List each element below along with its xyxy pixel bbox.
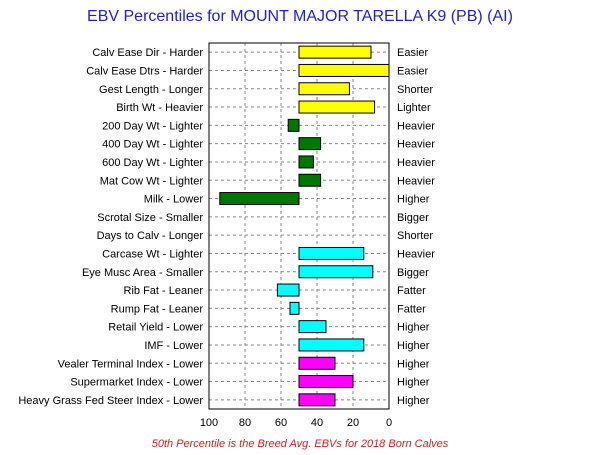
category-label: Supermarket Index - Lower [70,377,203,389]
category-label: Mat Cow Wt - Lighter [100,175,204,187]
category-label: Rump Fat - Leaner [111,303,204,315]
percentile-bar [298,356,336,370]
percentile-bar [298,320,327,334]
direction-label: Lighter [397,102,431,114]
category-label: Milk - Lower [144,194,204,206]
percentile-bar [276,283,300,297]
percentile-bar [287,118,300,132]
category-label: IMF - Lower [144,340,203,352]
category-label: Scrotal Size - Smaller [97,212,203,224]
category-label: Calv Ease Dir - Harder [92,47,203,59]
category-label: Rib Fat - Leaner [124,285,204,297]
category-label: Calv Ease Dtrs - Harder [86,65,203,77]
direction-label: Bigger [397,267,429,279]
direction-label: Easier [397,47,429,59]
x-tick-label: 60 [275,417,287,429]
direction-label: Heavier [397,175,435,187]
percentile-bar [219,192,300,206]
category-label: Days to Calv - Longer [97,230,204,242]
x-tick-label: 20 [347,417,359,429]
percentile-bar [289,301,300,315]
category-label: 200 Day Wt - Lighter [102,120,203,132]
direction-label: Higher [397,377,430,389]
percentile-bar [298,265,374,279]
direction-label: Higher [397,358,430,370]
category-label: Heavy Grass Fed Steer Index - Lower [18,395,203,407]
x-tick-label: 100 [200,417,218,429]
category-label: Birth Wt - Heavier [116,102,203,114]
bars [219,45,390,407]
percentile-bar [298,155,314,169]
x-tick-label: 40 [311,417,323,429]
direction-label: Heavier [397,120,435,132]
direction-labels: Easier Easier Shorter Lighter Heavier Heavier… [397,47,435,407]
direction-label: Heavier [397,139,435,151]
percentile-bar [298,173,322,187]
category-labels: Calv Ease Dir - Harder Calv Ease Dtrs - H… [18,47,203,407]
x-tick-label: 80 [239,417,251,429]
direction-label: Shorter [397,230,433,242]
plot-frame [208,42,390,410]
percentile-bar [298,338,365,352]
percentile-bar [298,137,322,151]
x-axis-ticks: 100 80 60 40 20 0 [200,417,392,429]
direction-label: Heavier [397,157,435,169]
percentile-bar [298,375,354,389]
percentile-bar [298,393,336,407]
category-label: 600 Day Wt - Lighter [102,157,203,169]
category-label: Carcase Wt - Lighter [102,248,203,260]
category-label: Eye Musc Area - Smaller [82,267,203,279]
percentile-bar [298,246,365,260]
direction-label: Easier [397,65,429,77]
direction-label: Higher [397,395,430,407]
chart-title: EBV Percentiles for MOUNT MAJOR TARELLA … [87,8,513,25]
percentile-bar [298,82,350,96]
category-label: Gest Length - Longer [99,84,203,96]
percentile-bar [298,63,390,77]
grid-lines [208,43,390,409]
percentile-bar [298,45,372,59]
percentile-bar [298,100,376,114]
direction-label: Higher [397,322,430,334]
x-tick-label: 0 [386,417,392,429]
direction-label: Fatter [397,285,426,297]
direction-label: Fatter [397,303,426,315]
direction-label: Higher [397,340,430,352]
category-label: 400 Day Wt - Lighter [102,139,203,151]
direction-label: Heavier [397,248,435,260]
direction-label: Higher [397,194,430,206]
direction-label: Shorter [397,84,433,96]
category-label: Vealer Terminal Index - Lower [58,358,204,370]
direction-label: Bigger [397,212,429,224]
chart-footnote: 50th Percentile is the Breed Avg. EBVs f… [152,438,449,450]
category-label: Retail Yield - Lower [108,322,203,334]
